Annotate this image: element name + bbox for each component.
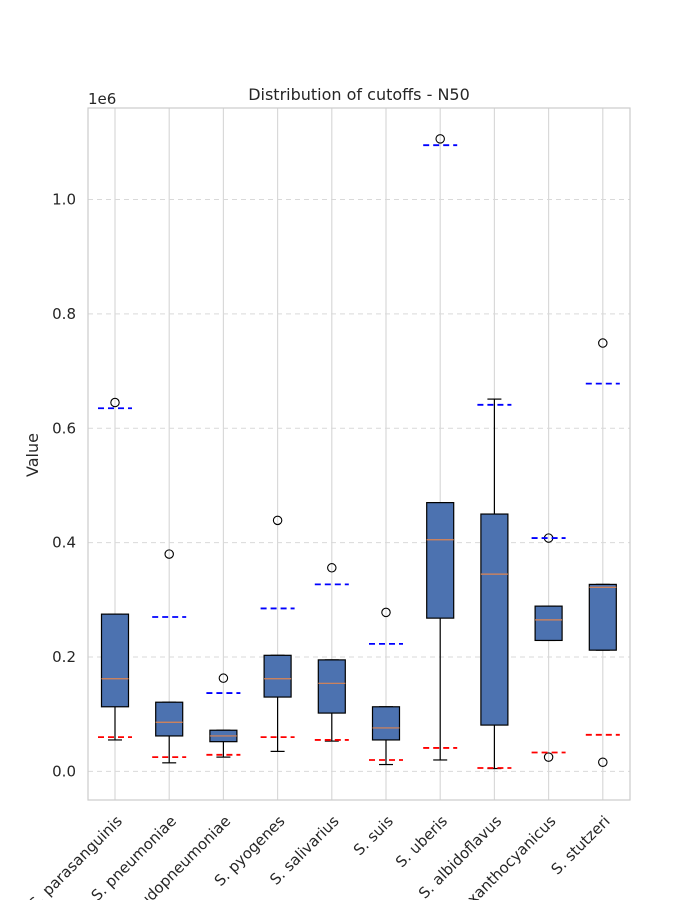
y-tick-label: 0.2 [52, 648, 76, 666]
plot-layer [98, 134, 620, 770]
outlier-point [598, 757, 608, 768]
box [480, 513, 509, 726]
box [426, 502, 455, 619]
box-group [98, 397, 132, 741]
box [534, 605, 563, 642]
box-group [260, 515, 295, 752]
box [155, 701, 184, 737]
box [263, 654, 292, 698]
box-group [314, 563, 349, 742]
outlier-point [327, 563, 337, 573]
box-group [423, 134, 458, 761]
box [317, 659, 346, 714]
y-scale-label: 1e6 [88, 90, 116, 108]
y-tick-label: 0.8 [52, 305, 76, 323]
box [371, 706, 401, 741]
box-group [585, 338, 620, 768]
grid-layer [88, 108, 630, 800]
x-tick-label: S. stutzeri [547, 812, 613, 878]
box [100, 613, 130, 708]
x-tick-label: S. suis [350, 812, 397, 859]
outlier-point [218, 673, 229, 683]
y-axis-label: Value [23, 433, 42, 477]
box-group [369, 607, 403, 766]
outlier-point [110, 397, 120, 408]
box-group [531, 533, 566, 762]
box-group [206, 673, 241, 758]
box [588, 583, 617, 651]
outlier-point [272, 515, 283, 526]
y-tick-label: 0.6 [52, 419, 76, 437]
chart-title: Distribution of cutoffs - N50 [248, 85, 470, 104]
outlier-point [381, 607, 391, 618]
box-group [477, 398, 512, 770]
outlier-point [598, 338, 608, 348]
box-group [152, 549, 187, 764]
y-tick-label: 1.0 [52, 191, 76, 209]
y-tick-label: 0.0 [52, 762, 76, 780]
y-tick-layer: 0.0 0.2 0.4 0.6 0.8 1.0 [52, 191, 76, 781]
y-tick-label: 0.4 [52, 534, 76, 552]
outlier-point [543, 752, 554, 762]
plot-frame [87, 107, 631, 801]
outlier-point [164, 549, 174, 559]
outlier-point [435, 134, 445, 144]
